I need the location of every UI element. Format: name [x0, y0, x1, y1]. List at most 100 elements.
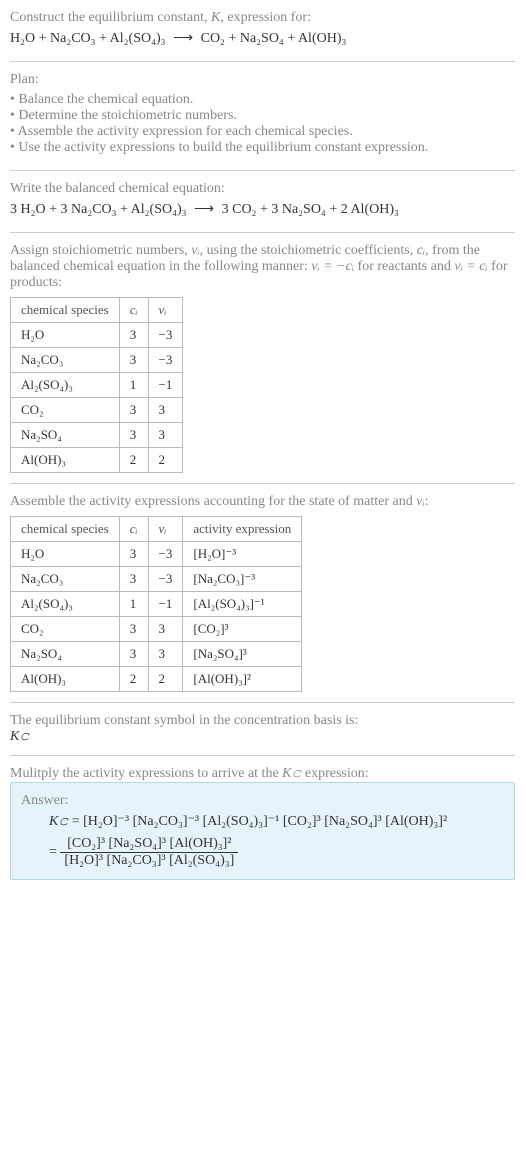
plan-item: Assemble the activity expression for eac… — [10, 124, 515, 140]
cell: 3 — [148, 617, 183, 642]
plan-title: Plan: — [10, 72, 515, 88]
t: Mulitply the activity expressions to arr… — [10, 766, 282, 781]
cell: [Al(OH)₃]² — [183, 667, 302, 692]
ci: cᵢ — [417, 243, 425, 258]
activity-text: Assemble the activity expressions accoun… — [10, 494, 515, 510]
table-row: CO₂33 — [11, 398, 183, 423]
cell: −3 — [148, 348, 183, 373]
prompt-K: K — [211, 10, 220, 25]
cell: CO₂ — [11, 398, 120, 423]
cell: 3 — [119, 542, 148, 567]
cell: −3 — [148, 323, 183, 348]
cell: [CO₂]³ — [183, 617, 302, 642]
cell: 3 — [119, 398, 148, 423]
section-symbol: The equilibrium constant symbol in the c… — [10, 713, 515, 756]
eq-rhs: CO₂ + Na₂SO₄ + Al(OH)₃ — [201, 31, 347, 46]
cell: CO₂ — [11, 617, 120, 642]
answer-box: Answer: K𝚌 = [H₂O]⁻³ [Na₂CO₃]⁻³ [Al₂(SO₄… — [10, 782, 515, 880]
section-construct: Construct the equilibrium constant, K, e… — [10, 10, 515, 62]
cell: 2 — [148, 448, 183, 473]
cell: Na₂CO₃ — [11, 348, 120, 373]
arrow-icon: ⟶ — [169, 31, 197, 46]
col-nu: νᵢ — [148, 298, 183, 323]
cell: [Na₂SO₄]³ — [183, 642, 302, 667]
table-row: CO₂33[CO₂]³ — [11, 617, 302, 642]
t: for reactants and — [354, 259, 454, 274]
stoich-table: chemical species cᵢ νᵢ H₂O3−3 Na₂CO₃3−3 … — [10, 297, 183, 473]
prompt-line: Construct the equilibrium constant, K, e… — [10, 10, 515, 26]
eq-rhs: 3 CO₂ + 3 Na₂SO₄ + 2 Al(OH)₃ — [222, 202, 399, 217]
plan-item: Use the activity expressions to build th… — [10, 140, 515, 156]
cell: −1 — [148, 373, 183, 398]
cell: [Na₂CO₃]⁻³ — [183, 567, 302, 592]
cell: −1 — [148, 592, 183, 617]
cell: 2 — [148, 667, 183, 692]
section-balanced: Write the balanced chemical equation: 3 … — [10, 181, 515, 233]
t: Assemble the activity expressions accoun… — [10, 494, 416, 509]
cell: Na₂SO₄ — [11, 423, 120, 448]
table-row: Na₂CO₃3−3 — [11, 348, 183, 373]
t: expression: — [301, 766, 368, 781]
table-row: Na₂SO₄33 — [11, 423, 183, 448]
t: : — [425, 494, 429, 509]
plan-item: Determine the stoichiometric numbers. — [10, 108, 515, 124]
balanced-title: Write the balanced chemical equation: — [10, 181, 515, 197]
col-species: chemical species — [11, 298, 120, 323]
fraction-numerator: [CO₂]³ [Na₂SO₄]³ [Al(OH)₃]² — [60, 836, 238, 853]
arrow-icon: ⟶ — [190, 202, 218, 217]
cell: 3 — [148, 423, 183, 448]
stoich-text: Assign stoichiometric numbers, νᵢ, using… — [10, 243, 515, 291]
cell: Al₂(SO₄)₃ — [11, 373, 120, 398]
col-ci: cᵢ — [119, 517, 148, 542]
eq-expr: = [H₂O]⁻³ [Na₂CO₃]⁻³ [Al₂(SO₄)₃]⁻¹ [CO₂]… — [68, 814, 447, 829]
answer-label: Answer: — [21, 793, 504, 809]
rel: νᵢ = cᵢ — [454, 259, 487, 274]
kc-symbol: K𝚌 — [10, 729, 515, 745]
cell: 3 — [119, 617, 148, 642]
answer-line-2: = [CO₂]³ [Na₂SO₄]³ [Al(OH)₃]² [H₂O]³ [Na… — [49, 836, 504, 869]
section-multiply: Mulitply the activity expressions to arr… — [10, 766, 515, 890]
table-row: Al₂(SO₄)₃1−1[Al₂(SO₄)₃]⁻¹ — [11, 592, 302, 617]
nu: νᵢ — [416, 494, 424, 509]
cell: 3 — [119, 323, 148, 348]
t: Assign stoichiometric numbers, — [10, 243, 191, 258]
fraction: [CO₂]³ [Na₂SO₄]³ [Al(OH)₃]² [H₂O]³ [Na₂C… — [60, 836, 238, 869]
section-plan: Plan: Balance the chemical equation. Det… — [10, 72, 515, 171]
symbol-text: The equilibrium constant symbol in the c… — [10, 713, 515, 729]
cell: −3 — [148, 567, 183, 592]
cell: 3 — [119, 567, 148, 592]
section-stoich: Assign stoichiometric numbers, νᵢ, using… — [10, 243, 515, 484]
cell: Al(OH)₃ — [11, 448, 120, 473]
cell: Al(OH)₃ — [11, 667, 120, 692]
kc: K𝚌 — [49, 814, 68, 829]
cell: H₂O — [11, 323, 120, 348]
cell: [H₂O]⁻³ — [183, 542, 302, 567]
col-species: chemical species — [11, 517, 120, 542]
section-activity: Assemble the activity expressions accoun… — [10, 494, 515, 703]
cell: 3 — [119, 423, 148, 448]
col-ci: cᵢ — [119, 298, 148, 323]
table-row: Al(OH)₃22 — [11, 448, 183, 473]
table-row: Na₂SO₄33[Na₂SO₄]³ — [11, 642, 302, 667]
cell: 3 — [119, 348, 148, 373]
table-row: H₂O3−3[H₂O]⁻³ — [11, 542, 302, 567]
prompt-text-2: , expression for: — [220, 10, 311, 25]
cell: Na₂SO₄ — [11, 642, 120, 667]
eq-lhs: 3 H₂O + 3 Na₂CO₃ + Al₂(SO₄)₃ — [10, 202, 187, 217]
eq-lhs: H₂O + Na₂CO₃ + Al₂(SO₄)₃ — [10, 31, 166, 46]
cell: 3 — [119, 642, 148, 667]
cell: 2 — [119, 448, 148, 473]
answer-line-1: K𝚌 = [H₂O]⁻³ [Na₂CO₃]⁻³ [Al₂(SO₄)₃]⁻¹ [C… — [49, 813, 504, 830]
col-nu: νᵢ — [148, 517, 183, 542]
activity-table: chemical species cᵢ νᵢ activity expressi… — [10, 516, 302, 692]
cell: 2 — [119, 667, 148, 692]
kc: K𝚌 — [282, 766, 301, 781]
cell: [Al₂(SO₄)₃]⁻¹ — [183, 592, 302, 617]
fraction-denominator: [H₂O]³ [Na₂CO₃]³ [Al₂(SO₄)₃] — [60, 853, 238, 869]
cell: Al₂(SO₄)₃ — [11, 592, 120, 617]
table-header-row: chemical species cᵢ νᵢ activity expressi… — [11, 517, 302, 542]
cell: 1 — [119, 373, 148, 398]
cell: H₂O — [11, 542, 120, 567]
table-row: H₂O3−3 — [11, 323, 183, 348]
nu: νᵢ — [191, 243, 199, 258]
